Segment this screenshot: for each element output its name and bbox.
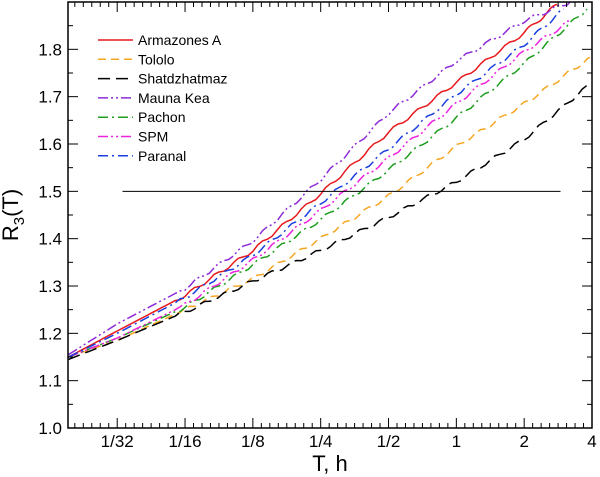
y-axis-label: R3(T) bbox=[0, 189, 28, 241]
series-line-mauna-kea bbox=[68, 2, 571, 356]
y-tick-label: 1.3 bbox=[38, 277, 62, 296]
y-axis-label-tail: (T) bbox=[0, 189, 23, 217]
legend-label-shatdzhatmaz: Shatdzhatmaz bbox=[138, 71, 228, 87]
y-tick-label: 1.5 bbox=[38, 182, 62, 201]
series-line-pachon bbox=[68, 8, 588, 358]
x-tick-label: 4 bbox=[587, 432, 596, 451]
legend-label-spm: SPM bbox=[138, 129, 168, 145]
y-tick-label: 1.2 bbox=[38, 324, 62, 343]
series-layer bbox=[68, 2, 592, 361]
y-axis-label-subscript: 3 bbox=[11, 217, 28, 225]
y-tick-label: 1.0 bbox=[38, 419, 62, 438]
x-axis-ticks: 1/32 1/16 1/8 1/4 1/2 1 2 4 bbox=[74, 2, 597, 451]
legend-label-armazones-a: Armazones A bbox=[138, 32, 222, 48]
series-line-shatdzhatmaz bbox=[68, 81, 592, 361]
y-tick-label: 1.8 bbox=[38, 40, 62, 59]
legend-label-mauna-kea: Mauna Kea bbox=[138, 90, 210, 106]
series-line-tololo bbox=[68, 55, 592, 358]
legend-label-tololo: Tololo bbox=[138, 51, 175, 67]
series-line-paranal bbox=[68, 8, 564, 358]
series-line-spm bbox=[68, 20, 571, 358]
x-axis-label: T, h bbox=[312, 451, 347, 476]
legend-label-pachon: Pachon bbox=[138, 109, 185, 125]
y-tick-label: 1.1 bbox=[38, 372, 62, 391]
x-tick-label: 1/32 bbox=[101, 432, 134, 451]
y-axis-label-main: R bbox=[0, 225, 23, 241]
legend-label-paranal: Paranal bbox=[138, 148, 186, 164]
x-tick-label: 1/16 bbox=[168, 432, 201, 451]
y-axis-ticks: 1.0 1.1 1.2 1.3 1.4 1.5 1.6 1.7 1.8 bbox=[38, 1, 592, 438]
x-tick-label: 1 bbox=[452, 432, 461, 451]
x-tick-label: 2 bbox=[519, 432, 528, 451]
x-tick-label: 1/2 bbox=[377, 432, 401, 451]
legend: Armazones A Tololo Shatdzhatmaz Mauna Kea Pa… bbox=[98, 32, 228, 164]
x-tick-label: 1/8 bbox=[241, 432, 265, 451]
series-line-armazones-a bbox=[68, 3, 558, 358]
x-tick-label: 1/4 bbox=[309, 432, 333, 451]
y-tick-label: 1.4 bbox=[38, 230, 62, 249]
y-tick-label: 1.6 bbox=[38, 135, 62, 154]
y-tick-label: 1.7 bbox=[38, 88, 62, 107]
